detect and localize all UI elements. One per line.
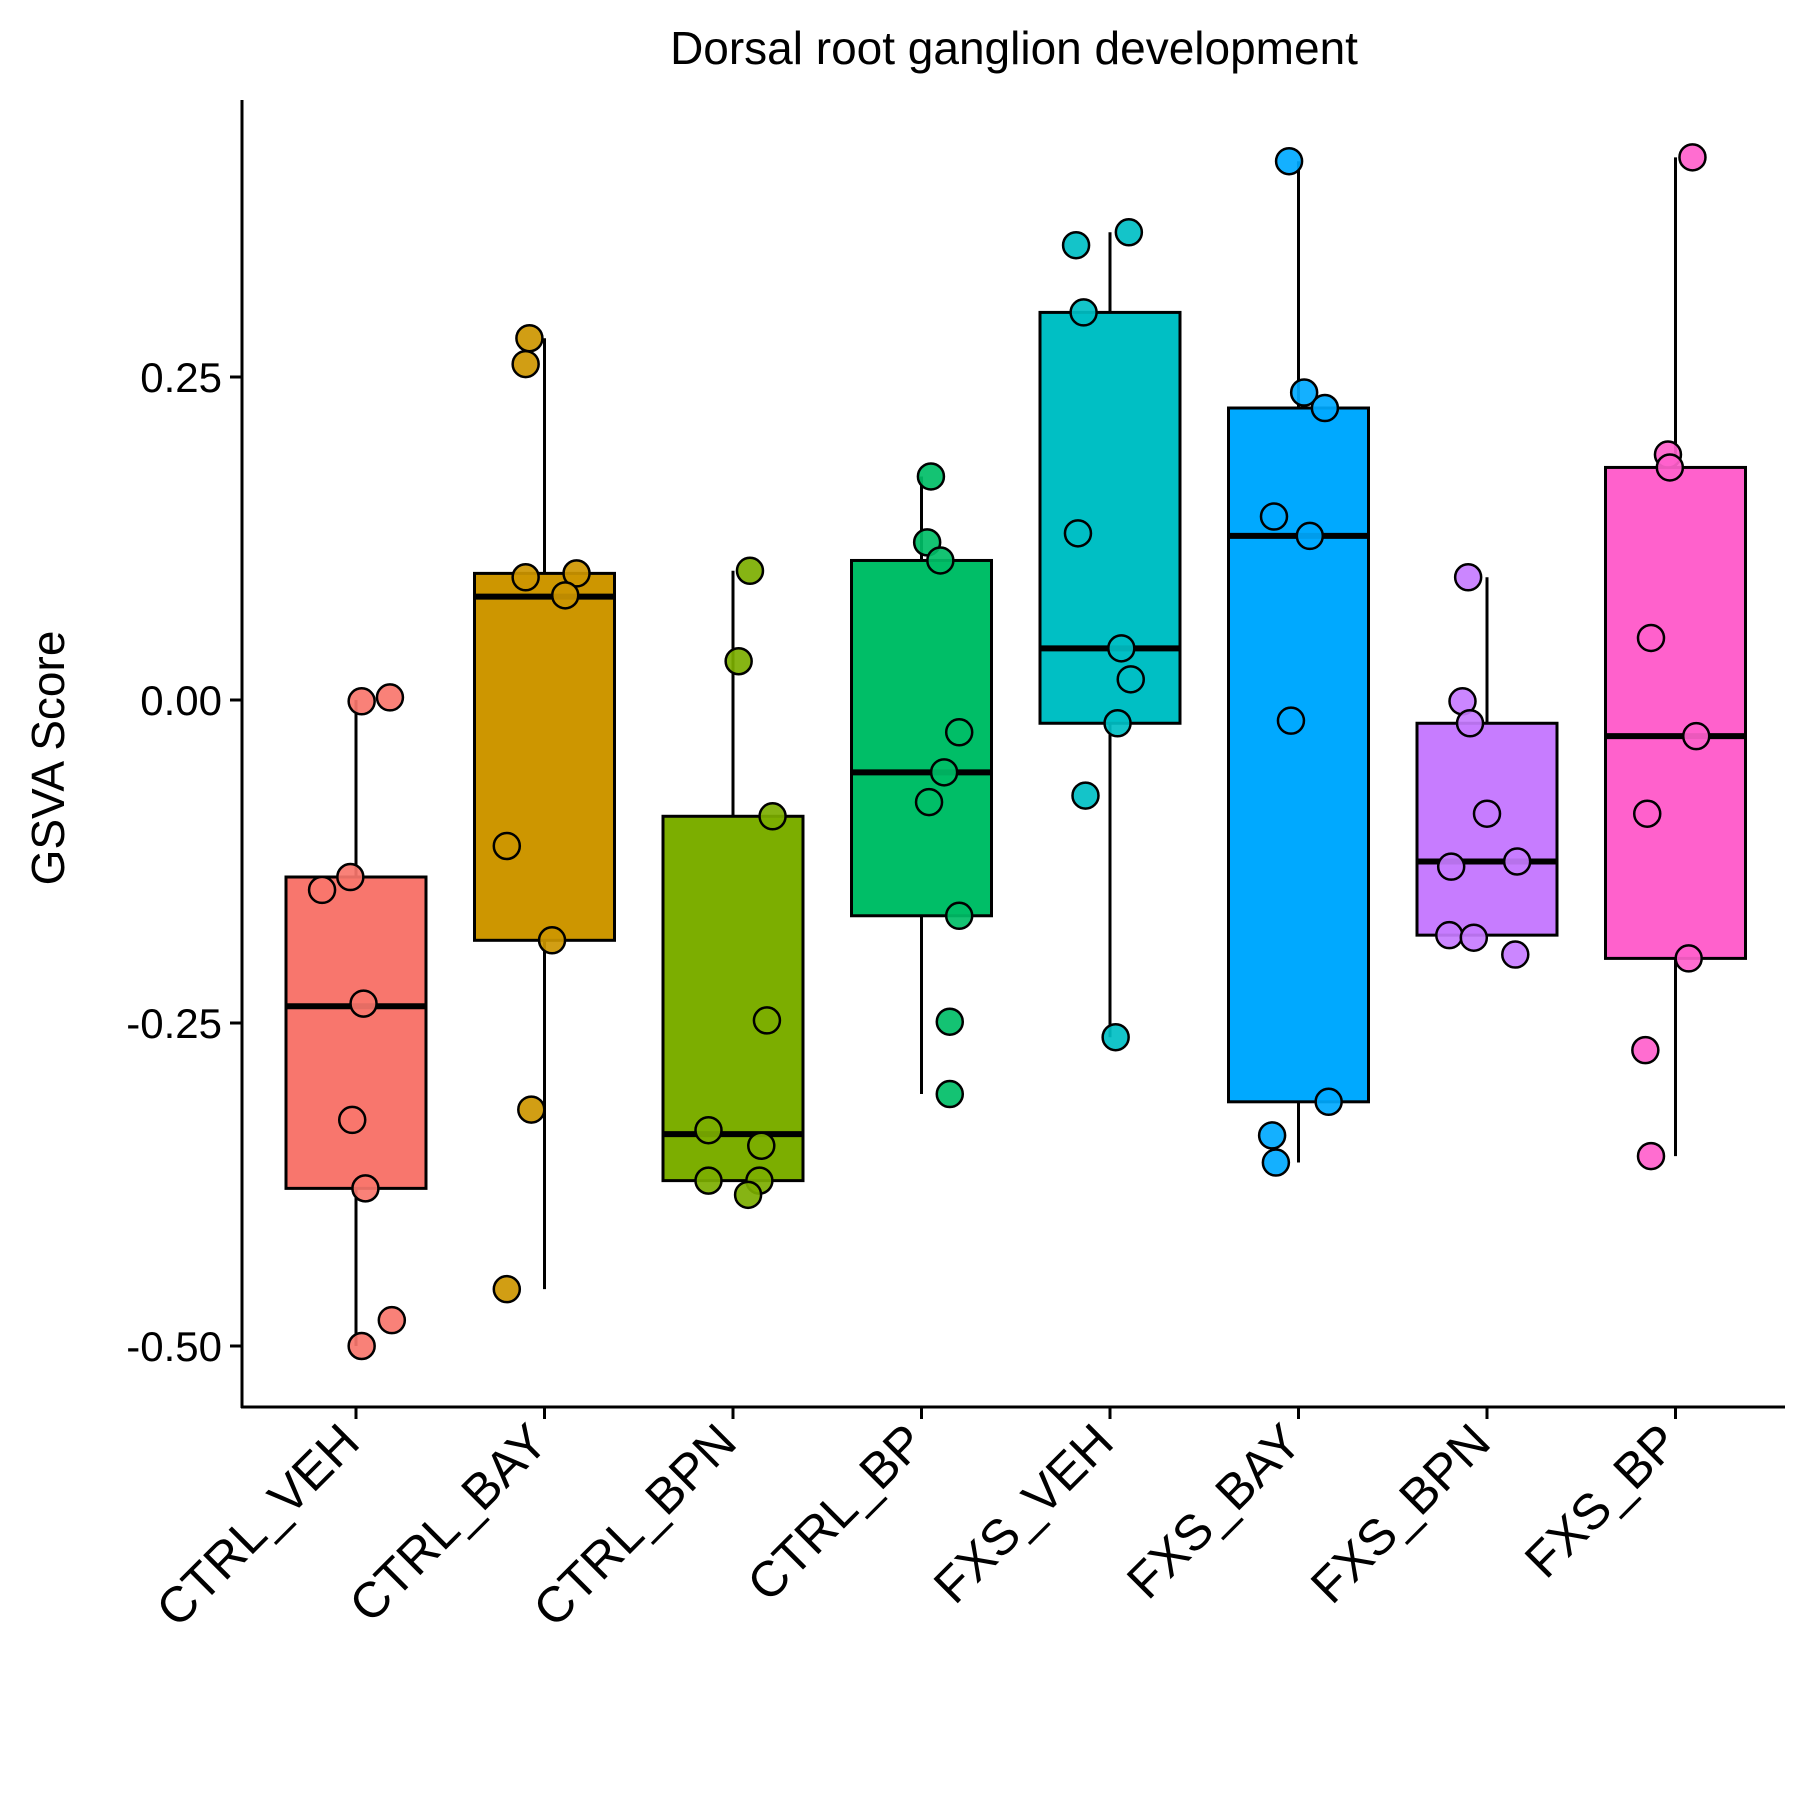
data-point [511, 349, 540, 379]
data-point [944, 718, 974, 747]
x-tick-label: FXS_VEH [923, 1413, 1124, 1614]
x-tick-label: FXS_BAY [1116, 1413, 1312, 1609]
data-point [935, 1079, 965, 1109]
data-point [511, 563, 540, 592]
data-point [492, 1274, 522, 1304]
data-point [1436, 852, 1466, 881]
x-tick-label: FXS_BP [1514, 1413, 1689, 1588]
box [1227, 406, 1370, 1104]
data-point [550, 581, 580, 610]
data-point [1107, 634, 1136, 663]
box [284, 875, 428, 1190]
data-point [914, 787, 944, 817]
y-tick-label: 0.00 [140, 677, 222, 724]
data-point [1069, 298, 1098, 327]
data-point [752, 1006, 782, 1035]
data-point [375, 683, 405, 712]
data-point [1681, 721, 1711, 751]
data-point [1678, 143, 1707, 172]
data-point [747, 1131, 776, 1160]
data-point [1631, 1035, 1660, 1065]
data-point [1261, 1148, 1291, 1177]
data-point [349, 989, 378, 1018]
data-point [1472, 799, 1502, 828]
data-point [337, 1105, 367, 1135]
data-point [929, 758, 959, 787]
data-point [537, 926, 567, 955]
data-point [1636, 623, 1666, 653]
data-point [377, 1305, 407, 1335]
data-point [562, 559, 591, 588]
data-point [1636, 1141, 1666, 1171]
data-point [1453, 563, 1483, 592]
data-point [515, 323, 544, 353]
plot-area: 0.250.00-0.25-0.50CTRL_VEHCTRL_BAYCTRL_B… [126, 100, 1785, 1637]
data-point [1632, 799, 1662, 828]
box [661, 814, 805, 1183]
x-tick-label: CTRL_VEH [145, 1413, 369, 1637]
data-point [1101, 1022, 1130, 1052]
y-tick-label: 0.25 [140, 354, 222, 401]
data-point [1257, 1121, 1287, 1150]
data-point [492, 831, 522, 861]
y-tick-label: -0.25 [126, 1000, 222, 1047]
box [1415, 721, 1559, 937]
data-point [735, 556, 765, 586]
y-axis-label: GSVA Score [22, 631, 74, 886]
box [473, 571, 616, 942]
x-tick-label: CTRL_BP [737, 1413, 936, 1612]
x-tick-label: FXS_BPN [1300, 1413, 1501, 1614]
data-point [1061, 230, 1091, 260]
data-point [1674, 944, 1703, 973]
data-point [1103, 709, 1132, 738]
chart-title: Dorsal root ganglion development [670, 22, 1358, 74]
data-point [336, 862, 365, 892]
data-point [347, 687, 376, 716]
data-point [1459, 923, 1489, 952]
data-point [1063, 519, 1093, 548]
data-point [916, 462, 946, 491]
x-tick-label: CTRL_BPN [522, 1413, 746, 1637]
data-point [1435, 920, 1464, 950]
data-point [351, 1174, 380, 1203]
data-point [1501, 940, 1530, 969]
box [1604, 465, 1747, 960]
data-point [1071, 781, 1100, 810]
data-point [1502, 847, 1532, 876]
data-point [1276, 706, 1306, 735]
data-point [1114, 218, 1144, 247]
data-point [733, 1180, 763, 1210]
data-point [1314, 1087, 1343, 1117]
data-point [1295, 521, 1325, 551]
data-point [1655, 453, 1685, 482]
data-point [935, 1007, 965, 1036]
data-point [517, 1095, 546, 1124]
data-point [1289, 378, 1319, 407]
data-point [724, 646, 753, 676]
box [1038, 310, 1182, 725]
data-point [1274, 146, 1304, 176]
data-point [307, 875, 337, 905]
data-point [347, 1331, 376, 1361]
data-point [694, 1166, 723, 1195]
data-point [944, 901, 974, 931]
data-point [926, 546, 955, 575]
data-point [1310, 393, 1340, 423]
data-point [694, 1115, 723, 1145]
data-point [1116, 665, 1145, 694]
data-point [758, 802, 787, 831]
y-tick-label: -0.50 [126, 1323, 222, 1370]
data-point [1259, 502, 1289, 531]
data-point [1455, 709, 1485, 738]
